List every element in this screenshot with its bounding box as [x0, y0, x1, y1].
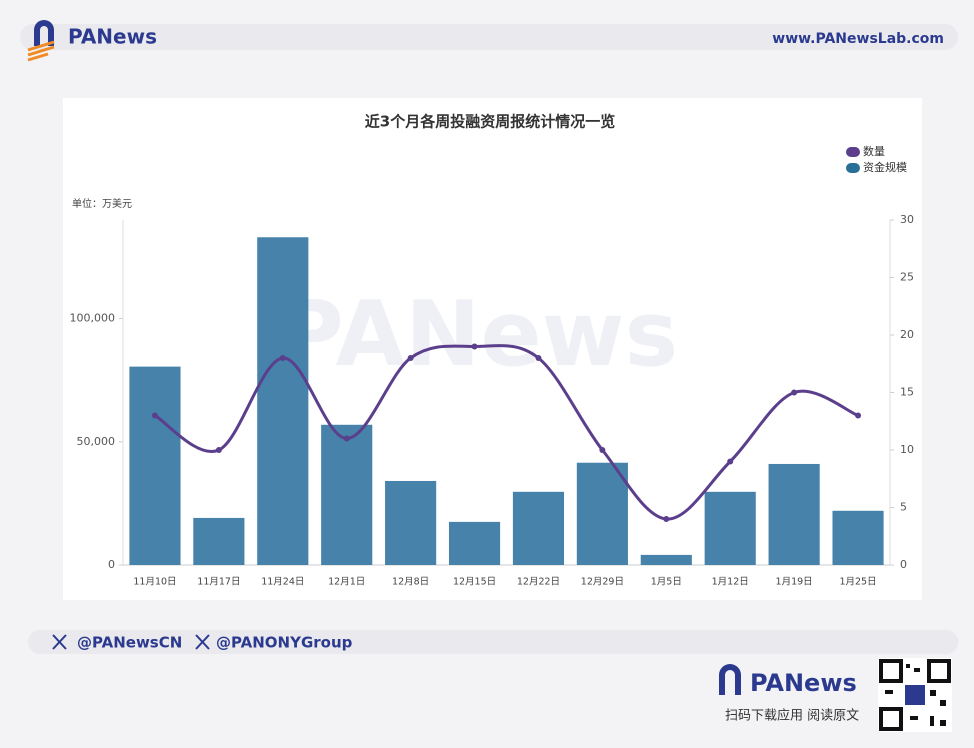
bar — [576, 462, 628, 565]
line-point — [407, 355, 414, 361]
line-point — [855, 412, 862, 419]
y2-tick-label: 10 — [900, 443, 914, 456]
handle[interactable]: @PANewsCN — [77, 634, 182, 652]
site-url[interactable]: www.PANewsLab.com — [772, 31, 944, 47]
x-tick-label: 12月8日 — [392, 577, 429, 588]
x-icon — [52, 634, 67, 650]
brand: PANews — [750, 669, 857, 697]
footer-bar — [28, 630, 958, 654]
legend-swatch — [846, 163, 860, 173]
logo-icon — [27, 20, 55, 62]
x-tick-label: 12月15日 — [453, 577, 496, 588]
line-point — [343, 435, 350, 442]
y2-tick-label: 15 — [900, 386, 914, 399]
line-point — [727, 458, 734, 465]
chart-title: 近3个月各周投融资周报统计情况一览 — [365, 113, 615, 131]
legend-label: 数量 — [863, 145, 885, 158]
line-point — [535, 355, 542, 361]
line-point — [791, 389, 798, 396]
x-tick-label: 11月10日 — [133, 577, 176, 588]
x-tick-label: 11月24日 — [261, 577, 304, 588]
bar — [385, 480, 437, 565]
line-point — [215, 447, 222, 453]
y-tick-label: 100,000 — [70, 312, 116, 325]
y2-tick-label: 5 — [900, 501, 907, 514]
x-tick-label: 12月29日 — [581, 577, 624, 588]
bar — [640, 554, 692, 565]
line-point — [151, 412, 158, 419]
y2-tick-label: 30 — [900, 213, 914, 226]
y2-tick-label: 0 — [900, 558, 907, 571]
bar — [512, 491, 565, 565]
x-tick-label: 11月17日 — [197, 577, 240, 588]
line-point — [279, 355, 286, 361]
watermark: PANews — [278, 282, 678, 387]
x-tick-label: 1月25日 — [839, 577, 876, 588]
logo-icon — [719, 664, 741, 695]
y-tick-label: 0 — [108, 558, 115, 571]
y2-tick-label: 25 — [900, 271, 914, 284]
qr-code[interactable] — [878, 658, 952, 732]
header-bar — [20, 24, 958, 50]
bar — [832, 510, 884, 565]
y2-tick-label: 20 — [900, 328, 914, 341]
handle[interactable]: @PANONYGroup — [216, 634, 353, 652]
line-point — [663, 516, 670, 522]
bar — [257, 237, 309, 565]
bar — [768, 463, 820, 565]
bar — [704, 491, 756, 565]
x-tick-label: 1月5日 — [651, 577, 682, 588]
bar — [321, 424, 373, 565]
x-tick-label: 12月1日 — [328, 577, 365, 588]
legend-label: 资金规模 — [863, 160, 907, 174]
line-point — [471, 343, 478, 350]
unit-label: 单位：万美元 — [72, 197, 132, 210]
caption: 扫码下载应用 阅读原文 — [725, 708, 859, 724]
bar — [129, 366, 181, 565]
x-icon — [195, 634, 210, 650]
bar — [193, 517, 245, 565]
x-tick-label: 1月19日 — [776, 577, 813, 588]
brand: PANews — [68, 25, 157, 49]
line-point — [599, 447, 606, 453]
plot: 0 50,000 100,000 0 5 10 15 20 25 30 11月10日 11月17日 11… — [70, 145, 915, 588]
x-tick-label: 12月22日 — [517, 577, 560, 588]
bar — [448, 521, 501, 565]
x-tick-label: 1月12日 — [712, 577, 749, 588]
y-tick-label: 50,000 — [77, 435, 116, 448]
legend-swatch — [846, 147, 860, 157]
